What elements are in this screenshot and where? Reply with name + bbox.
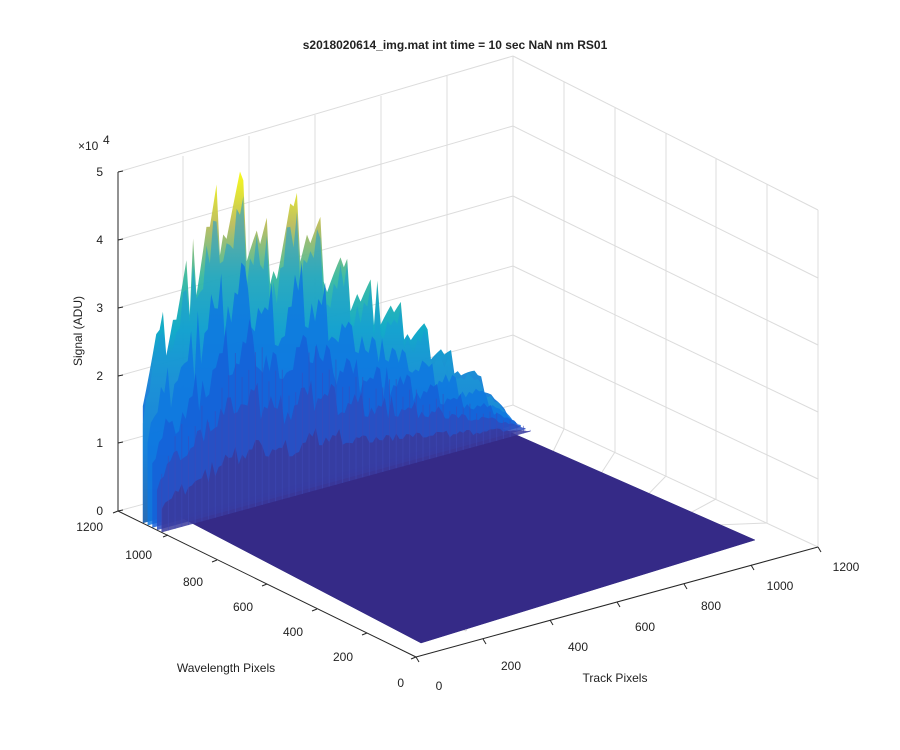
z-tick-label: 1 (96, 436, 103, 450)
y-tick (162, 534, 169, 538)
x-tick-label: 600 (635, 620, 655, 634)
z-tick (117, 374, 124, 377)
z-tick-label: 3 (96, 301, 103, 315)
y-tick-label: 0 (397, 676, 404, 690)
chart-title: s2018020614_img.mat int time = 10 sec Na… (303, 38, 608, 52)
z-tick-label: 0 (96, 504, 103, 518)
ridge-layer (161, 427, 531, 533)
y-tick-label: 200 (333, 650, 353, 664)
z-axis-label: Signal (ADU) (71, 296, 85, 366)
z-tick (117, 441, 124, 444)
z-exponent-power: 4 (103, 133, 110, 147)
signal-ridge (142, 171, 531, 533)
y-tick (261, 583, 268, 587)
z-tick-label: 5 (96, 165, 103, 179)
z-tick (117, 170, 124, 173)
back-wall-top-left-edge (117, 55, 514, 173)
y-tick-label: 600 (233, 600, 253, 614)
x-tick (549, 619, 554, 626)
x-tick-label: 1000 (767, 579, 794, 593)
z-tick (117, 238, 124, 241)
y-tick-labels: 0 200 400 600 800 1000 1200 (76, 520, 404, 690)
x-tick-label: 800 (701, 599, 721, 613)
y-axis-label: Wavelength Pixels (177, 661, 275, 675)
y-tick (112, 510, 119, 514)
x-tick (415, 656, 420, 663)
x-tick (616, 601, 621, 608)
y-tick-label: 1200 (76, 520, 103, 534)
axes (112, 170, 822, 663)
x-tick-label: 1200 (833, 560, 860, 574)
y-tick (211, 559, 218, 563)
z-exponent-label: ×10 (78, 139, 99, 153)
z-tick-label: 4 (96, 233, 103, 247)
x-axis-label: Track Pixels (583, 671, 648, 685)
x-tick-label: 400 (568, 640, 588, 654)
x-tick-label: 0 (436, 679, 443, 693)
x-tick (683, 583, 688, 590)
z-tick (117, 306, 124, 309)
y-tick (361, 632, 368, 636)
y-tick (311, 608, 318, 612)
y-tick-label: 1000 (125, 548, 152, 562)
x-tick (750, 564, 755, 571)
z-exponent: ×10 4 (78, 133, 110, 153)
x-tick-label: 200 (501, 659, 521, 673)
y-tick-label: 800 (183, 575, 203, 589)
z-tick-label: 2 (96, 369, 103, 383)
x-tick-labels: 0 200 400 600 800 1000 1200 (436, 560, 860, 693)
x-tick (817, 546, 822, 553)
z-tick (117, 509, 124, 512)
y-tick-label: 400 (283, 625, 303, 639)
y-tick (410, 656, 417, 660)
x-tick (482, 638, 487, 645)
z-tick-labels: 0 1 2 3 4 5 (96, 165, 103, 518)
